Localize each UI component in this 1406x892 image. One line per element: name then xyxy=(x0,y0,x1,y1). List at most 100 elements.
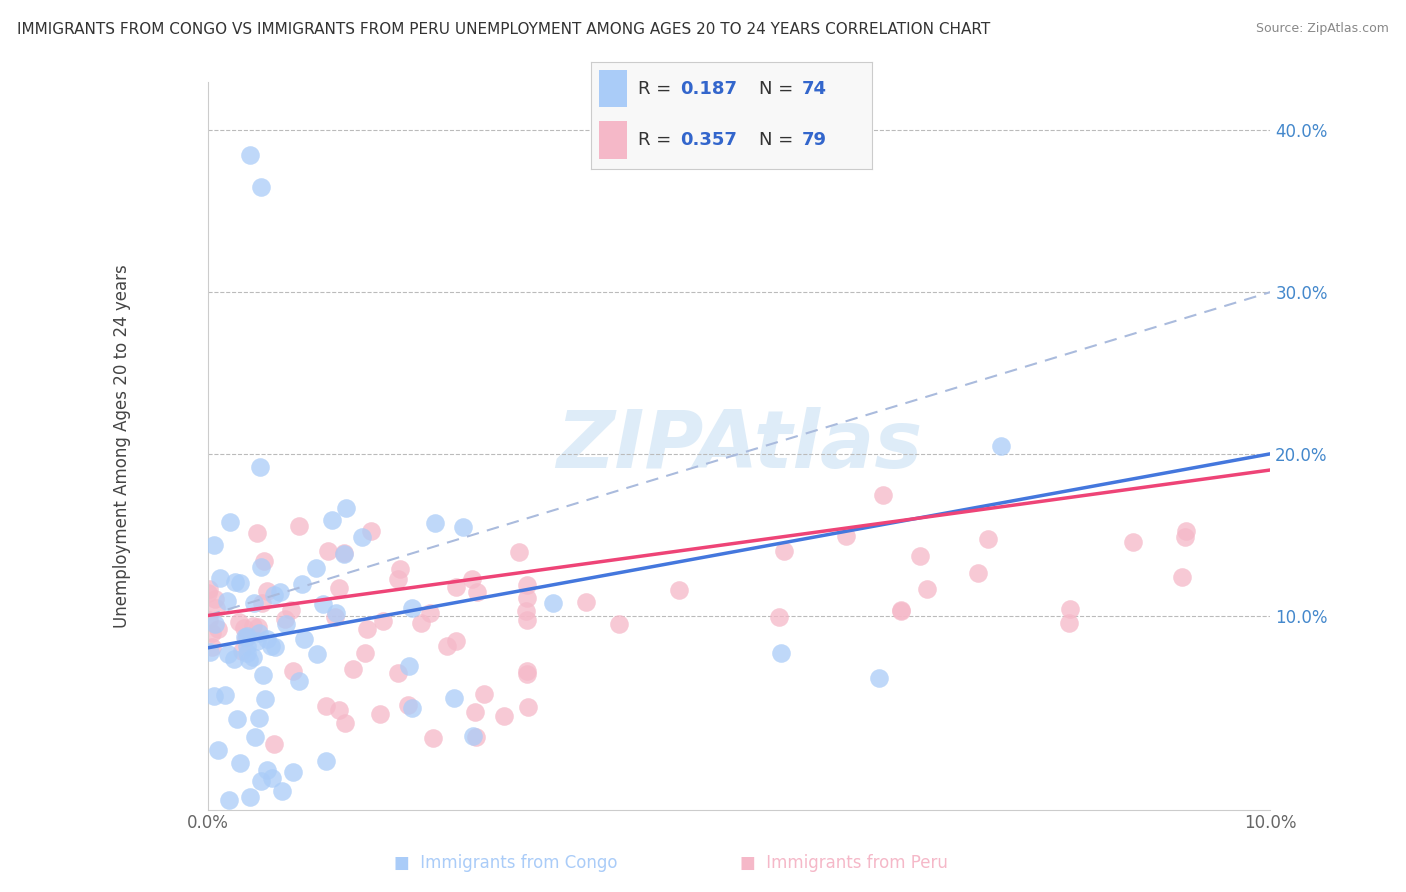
Text: ZIPAtlas: ZIPAtlas xyxy=(555,407,922,484)
Point xyxy=(396,698,419,713)
Point xyxy=(371,614,394,628)
Point xyxy=(335,715,357,730)
Point xyxy=(250,774,273,789)
Point xyxy=(250,180,273,194)
Point xyxy=(207,743,229,757)
Point xyxy=(990,439,1012,453)
Point xyxy=(281,764,304,779)
Point xyxy=(1057,615,1080,630)
Text: Source: ZipAtlas.com: Source: ZipAtlas.com xyxy=(1256,22,1389,36)
Point xyxy=(451,520,474,534)
Point xyxy=(464,705,486,719)
Point xyxy=(228,615,250,630)
Point xyxy=(231,644,253,658)
Text: 0.187: 0.187 xyxy=(681,79,738,97)
Point xyxy=(915,582,938,597)
Point xyxy=(508,545,530,559)
Point xyxy=(242,649,264,664)
Point xyxy=(1059,602,1081,616)
Text: 0.357: 0.357 xyxy=(681,131,737,149)
Point xyxy=(233,621,256,635)
Bar xyxy=(599,121,627,159)
Point xyxy=(219,516,242,530)
Point xyxy=(246,620,269,634)
Text: N =: N = xyxy=(759,131,799,149)
Point xyxy=(202,538,225,552)
Point xyxy=(908,549,931,564)
Point xyxy=(398,659,420,673)
Point xyxy=(328,581,350,595)
Point xyxy=(202,690,225,704)
Point xyxy=(250,559,273,574)
Point xyxy=(274,616,297,631)
Point xyxy=(315,699,337,714)
Point xyxy=(280,603,302,617)
Point xyxy=(1171,570,1194,584)
Point xyxy=(287,519,309,533)
Point xyxy=(312,598,335,612)
Point xyxy=(335,501,357,516)
Point xyxy=(198,645,221,659)
Point xyxy=(247,625,270,640)
Point xyxy=(515,604,537,618)
Point xyxy=(966,566,988,580)
Point xyxy=(256,584,278,599)
Point xyxy=(224,651,246,665)
Point xyxy=(242,619,264,633)
Point xyxy=(461,572,484,586)
Point xyxy=(198,582,221,596)
Point xyxy=(246,634,269,648)
Point xyxy=(401,701,423,715)
Point xyxy=(425,516,447,530)
Point xyxy=(208,571,231,585)
Point xyxy=(328,703,350,717)
Point xyxy=(575,595,598,609)
Point xyxy=(305,561,328,575)
Point xyxy=(274,612,297,626)
Point xyxy=(465,585,488,599)
Point xyxy=(260,771,283,785)
Point xyxy=(463,729,485,743)
Point xyxy=(197,586,219,600)
Point xyxy=(1122,534,1144,549)
Point xyxy=(217,647,239,661)
Point xyxy=(770,646,793,660)
Point xyxy=(422,731,444,745)
Point xyxy=(246,525,269,540)
Text: ■  Immigrants from Peru: ■ Immigrants from Peru xyxy=(740,855,948,872)
Point xyxy=(872,487,894,501)
Point xyxy=(436,639,458,653)
Point xyxy=(411,615,433,630)
Point xyxy=(516,614,538,628)
Point xyxy=(515,664,537,678)
Text: ■  Immigrants from Congo: ■ Immigrants from Congo xyxy=(395,855,617,872)
Point xyxy=(868,672,890,686)
Point xyxy=(247,710,270,724)
Point xyxy=(307,647,329,661)
Point xyxy=(269,584,291,599)
Point xyxy=(218,793,240,807)
Point xyxy=(1174,530,1197,544)
Point xyxy=(252,596,274,610)
Point xyxy=(360,524,382,538)
Y-axis label: Unemployment Among Ages 20 to 24 years: Unemployment Among Ages 20 to 24 years xyxy=(114,264,131,628)
Point xyxy=(976,532,998,546)
Point xyxy=(333,546,356,560)
Point xyxy=(263,588,285,602)
Point xyxy=(291,577,314,591)
Point xyxy=(201,625,224,640)
Point xyxy=(225,712,247,726)
Point xyxy=(294,632,316,646)
Point xyxy=(229,576,252,591)
Point xyxy=(325,607,347,621)
Point xyxy=(443,690,465,705)
Point xyxy=(494,709,516,723)
Point xyxy=(890,604,912,618)
Point xyxy=(516,577,538,591)
Point xyxy=(204,591,226,606)
Point xyxy=(342,662,364,676)
Point xyxy=(388,562,411,576)
Point xyxy=(236,639,259,653)
Point xyxy=(835,529,858,543)
Text: R =: R = xyxy=(638,131,678,149)
